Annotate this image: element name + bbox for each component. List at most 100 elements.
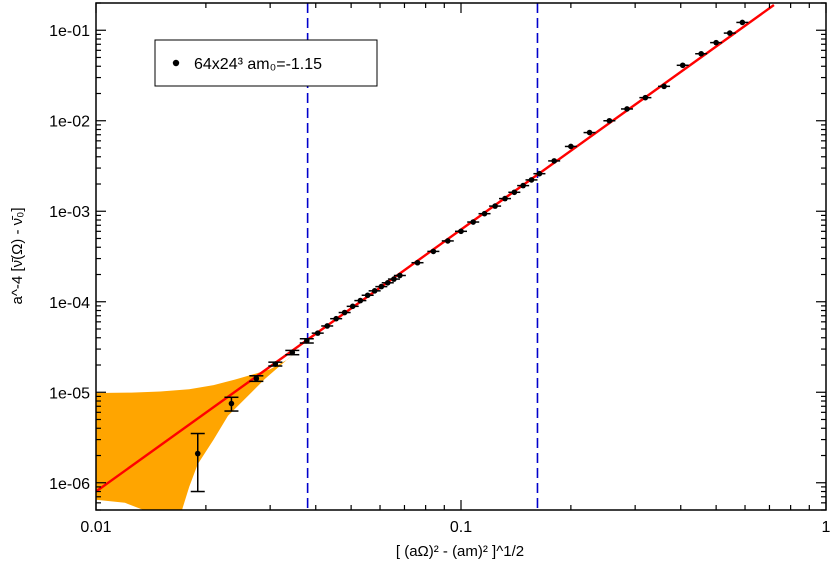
data-point bbox=[381, 279, 394, 286]
data-point bbox=[564, 143, 577, 150]
data-point bbox=[736, 19, 749, 26]
marker bbox=[384, 279, 391, 286]
data-point bbox=[299, 338, 314, 344]
data-point bbox=[361, 292, 374, 299]
data-point bbox=[639, 94, 652, 101]
data-point bbox=[525, 177, 538, 183]
data-point bbox=[467, 219, 480, 225]
marker bbox=[713, 39, 719, 46]
data-point bbox=[441, 238, 454, 244]
marker bbox=[324, 323, 331, 329]
marker bbox=[492, 203, 498, 209]
marker bbox=[430, 248, 437, 255]
marker bbox=[470, 219, 476, 225]
y-tick-label: 1e-02 bbox=[49, 114, 90, 131]
x-axis-title: [ (aΩ)² - (am)² ]^1/2 bbox=[396, 543, 524, 560]
marker bbox=[661, 83, 667, 90]
y-axis-ticks: 1e-06 1e-05 1e-04 1e-03 1e-02 1e-01 bbox=[49, 2, 826, 511]
data-point bbox=[695, 50, 708, 57]
marker bbox=[194, 450, 201, 457]
marker bbox=[349, 303, 356, 310]
y-tick-label: 1e-05 bbox=[49, 385, 90, 402]
y-tick-label: 1e-04 bbox=[49, 295, 90, 312]
marker bbox=[303, 338, 310, 344]
marker bbox=[511, 189, 518, 196]
marker bbox=[391, 276, 397, 282]
plot-area bbox=[96, 3, 775, 510]
data-point bbox=[190, 432, 205, 493]
marker bbox=[253, 375, 260, 382]
data-point bbox=[621, 106, 634, 112]
data-point bbox=[321, 323, 334, 329]
marker bbox=[528, 177, 535, 183]
x-axis-ticks: 0.01 0.1 1 bbox=[80, 3, 830, 536]
y-tick-label: 1e-01 bbox=[49, 23, 90, 40]
fit-range-lines bbox=[306, 3, 539, 510]
data-point bbox=[583, 129, 596, 136]
marker bbox=[536, 170, 543, 177]
marker bbox=[551, 158, 557, 164]
data-point bbox=[330, 315, 343, 322]
marker bbox=[586, 129, 593, 136]
marker bbox=[520, 182, 526, 189]
data-point bbox=[455, 228, 467, 235]
x-tick-label: 0.01 bbox=[80, 519, 111, 536]
y-axis-title: a^-4 [ν̄(Ω) - ν̄₀] bbox=[9, 208, 26, 305]
data-point bbox=[411, 259, 424, 266]
marker bbox=[378, 283, 385, 290]
marker bbox=[739, 19, 746, 26]
marker bbox=[341, 309, 348, 316]
data-point bbox=[375, 283, 388, 290]
data-point bbox=[478, 210, 491, 217]
data-point bbox=[427, 248, 440, 255]
data-point bbox=[311, 330, 324, 336]
data-point bbox=[393, 272, 406, 279]
marker bbox=[679, 62, 686, 69]
data-points bbox=[190, 19, 749, 493]
marker bbox=[458, 228, 464, 235]
data-point bbox=[346, 303, 359, 310]
data-point bbox=[658, 83, 671, 90]
marker bbox=[642, 94, 649, 101]
marker bbox=[726, 30, 733, 36]
data-point bbox=[533, 170, 546, 177]
y-tick-label: 1e-03 bbox=[49, 204, 90, 221]
data-point bbox=[338, 309, 351, 316]
marker bbox=[357, 297, 364, 304]
error-band bbox=[96, 346, 303, 510]
marker bbox=[289, 349, 296, 356]
data-point bbox=[710, 39, 723, 46]
data-point bbox=[603, 117, 616, 124]
marker bbox=[272, 361, 279, 367]
marker bbox=[624, 106, 630, 112]
data-point bbox=[354, 297, 367, 304]
legend-marker bbox=[172, 59, 180, 67]
x-tick-label: 1 bbox=[822, 519, 830, 536]
data-point bbox=[517, 182, 530, 189]
marker bbox=[444, 238, 451, 244]
marker bbox=[364, 292, 371, 299]
data-point bbox=[723, 30, 736, 36]
marker bbox=[228, 400, 235, 407]
marker bbox=[502, 195, 508, 202]
data-point bbox=[249, 375, 264, 383]
marker bbox=[481, 210, 488, 217]
marker bbox=[568, 143, 574, 150]
legend: 64x24³ am₀=-1.15 bbox=[154, 39, 378, 87]
data-point bbox=[387, 276, 400, 282]
y-tick-label: 1e-06 bbox=[49, 476, 90, 493]
data-point bbox=[499, 195, 512, 202]
x-tick-label: 0.1 bbox=[450, 519, 472, 536]
marker bbox=[333, 315, 339, 322]
marker bbox=[397, 272, 403, 279]
data-point bbox=[224, 396, 239, 412]
data-point bbox=[548, 158, 561, 164]
data-point bbox=[489, 203, 502, 209]
marker bbox=[414, 259, 421, 266]
data-point bbox=[368, 288, 381, 294]
legend-label: 64x24³ am₀=-1.15 bbox=[194, 56, 322, 73]
marker bbox=[314, 330, 321, 336]
marker bbox=[606, 117, 613, 124]
data-point bbox=[676, 62, 689, 69]
